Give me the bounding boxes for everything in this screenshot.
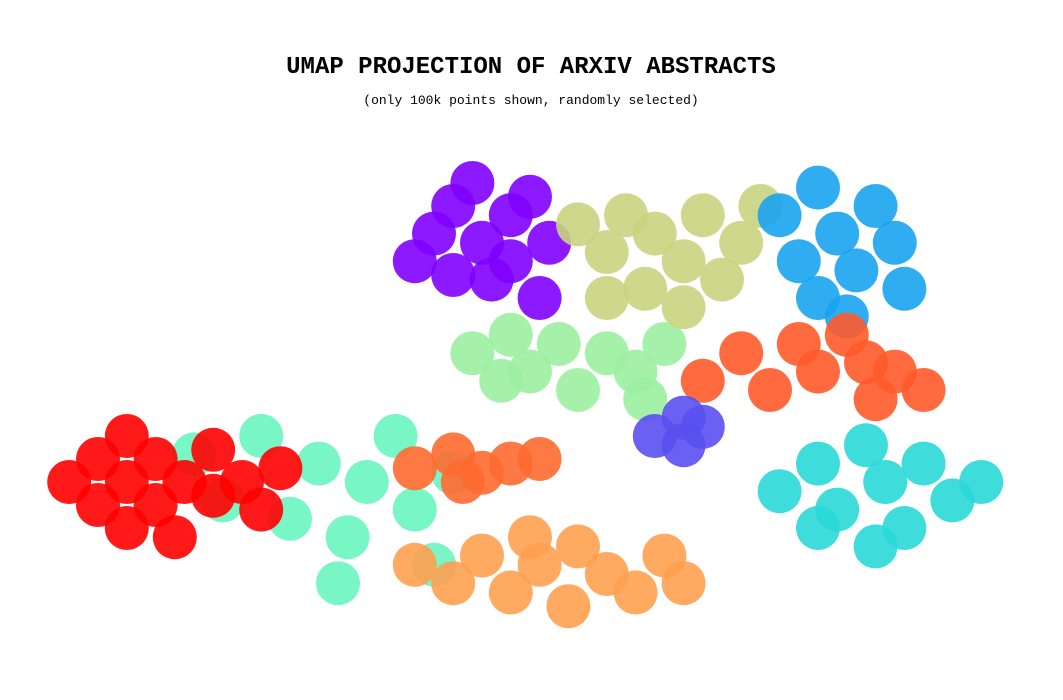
point-cluster [47, 414, 303, 560]
point [776, 239, 821, 284]
point [556, 368, 600, 412]
point [536, 322, 581, 366]
point [440, 460, 485, 504]
point [796, 441, 840, 486]
point [556, 202, 600, 247]
point [661, 561, 706, 606]
point [239, 414, 284, 458]
point [901, 368, 946, 412]
point [642, 322, 687, 366]
point [680, 358, 725, 403]
point [325, 515, 370, 560]
point-cluster [757, 423, 1004, 569]
point [661, 239, 706, 284]
point [316, 561, 360, 606]
point [796, 349, 840, 394]
point [488, 239, 533, 284]
point [373, 414, 418, 458]
point [748, 368, 792, 412]
point [680, 193, 725, 238]
point [450, 331, 495, 376]
point-cluster [450, 312, 687, 422]
point [853, 184, 898, 228]
point [508, 174, 552, 219]
chart-subtitle: (only 100k points shown, randomly select… [363, 93, 698, 108]
point [584, 276, 629, 320]
point [700, 257, 744, 302]
point [719, 220, 764, 265]
point [488, 570, 533, 615]
point [901, 441, 946, 486]
point [488, 312, 533, 357]
point [431, 561, 476, 606]
point [546, 584, 591, 629]
point [239, 487, 284, 532]
point [623, 266, 668, 311]
point [613, 570, 658, 615]
point-cluster [632, 395, 725, 468]
point [431, 253, 476, 297]
point [844, 423, 888, 468]
point [815, 211, 860, 256]
point-cluster [556, 184, 783, 330]
point [479, 358, 524, 403]
point [450, 161, 495, 205]
point [661, 285, 706, 330]
point [258, 446, 303, 491]
point [623, 377, 668, 422]
point [632, 211, 677, 256]
point [757, 469, 802, 514]
point [392, 542, 437, 587]
point [796, 506, 840, 550]
chart-title: UMAP PROJECTION OF ARXIV ABSTRACTS [286, 54, 776, 81]
point [152, 515, 197, 560]
point-cluster [757, 165, 927, 339]
point [872, 220, 917, 265]
point [517, 437, 562, 481]
point [191, 427, 236, 472]
point [460, 533, 504, 578]
point [584, 230, 629, 274]
point [556, 524, 600, 569]
point [796, 165, 840, 210]
point [719, 331, 764, 376]
point-cluster [680, 312, 946, 422]
point [661, 395, 706, 440]
point [863, 460, 908, 504]
point-cluster [392, 161, 572, 320]
point [882, 266, 927, 311]
point-cluster [392, 432, 562, 504]
point [757, 193, 802, 238]
point [853, 377, 898, 422]
point [853, 524, 898, 569]
point [392, 446, 437, 491]
point [834, 248, 879, 293]
point [508, 515, 552, 560]
point [344, 460, 389, 504]
point [296, 441, 341, 486]
point [517, 276, 562, 320]
point [959, 460, 1004, 504]
point [392, 487, 437, 532]
point-cluster [392, 515, 706, 629]
